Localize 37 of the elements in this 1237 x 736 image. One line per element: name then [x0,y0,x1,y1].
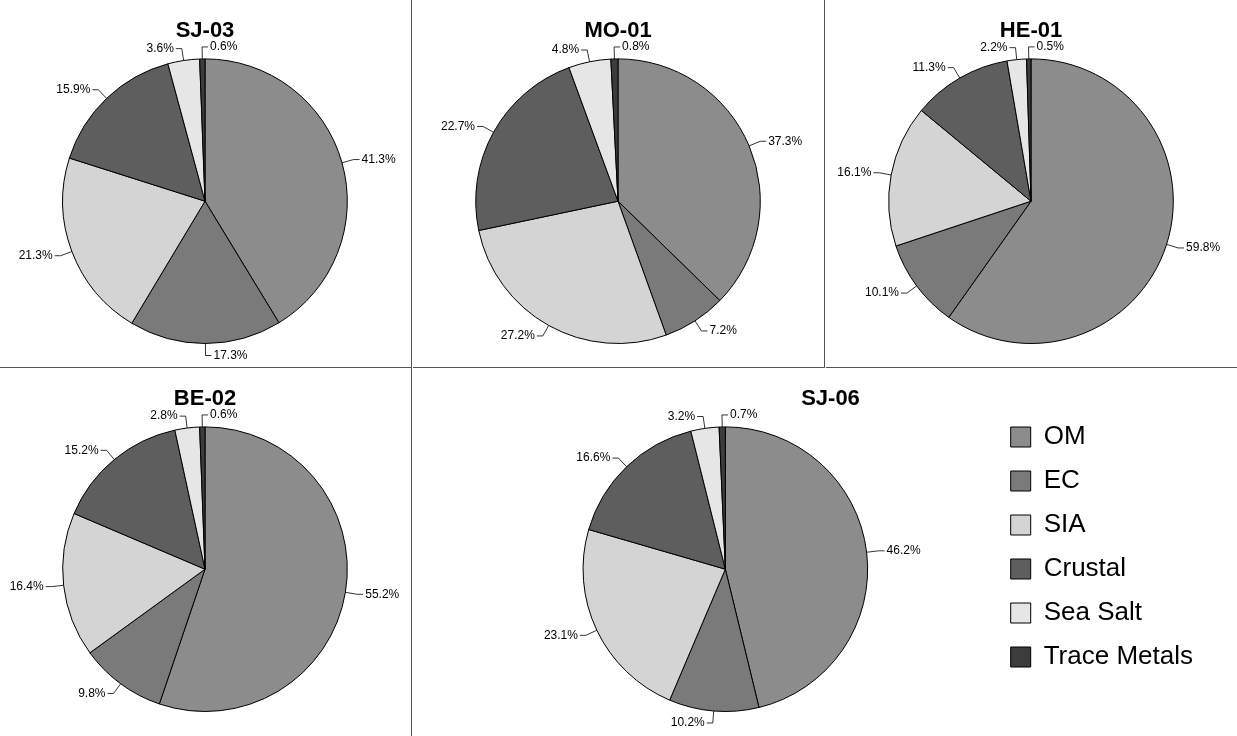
data-label: 23.1% [543,627,579,642]
data-label: 10.2% [670,715,706,730]
data-label: 0.6% [210,407,238,422]
data-label: 15.2% [64,442,99,457]
data-label: 4.8% [551,42,580,57]
data-label: 16.6% [576,450,611,465]
data-label: 59.8% [1186,240,1221,255]
data-label: 27.2% [500,328,536,343]
data-label: 0.6% [210,39,238,54]
legend-label: Crustal [1043,552,1127,583]
data-label: 2.8% [150,408,178,423]
data-label: 2.2% [980,39,1008,54]
data-label: 37.3% [768,133,803,148]
legend-label: EC [1043,464,1080,495]
data-label: 16.4% [9,578,45,593]
data-label: 0.5% [1036,39,1065,54]
data-label: 9.8% [78,685,106,700]
data-label: 15.9% [56,82,91,97]
data-label: 11.3% [912,59,947,74]
data-label: 10.1% [865,285,900,300]
data-label: 22.7% [440,118,476,133]
legend-label: SIA [1043,508,1087,539]
data-label: 16.1% [837,165,872,180]
data-label: 3.2% [667,408,696,423]
legend-label: Trace Metals [1043,640,1193,671]
legend-label: Sea Salt [1043,596,1143,627]
chart-title: SJ-06 [801,385,860,411]
data-label: 46.2% [886,543,921,558]
data-label: 0.8% [622,39,650,54]
data-label: 21.3% [18,248,53,263]
data-label: 55.2% [365,586,400,601]
data-label: 0.7% [729,407,758,422]
data-label: 17.3% [213,347,248,362]
data-label: 3.6% [146,40,175,55]
data-label: 7.2% [709,323,738,338]
legend-label: OM [1043,420,1086,451]
data-label: 41.3% [361,151,396,166]
